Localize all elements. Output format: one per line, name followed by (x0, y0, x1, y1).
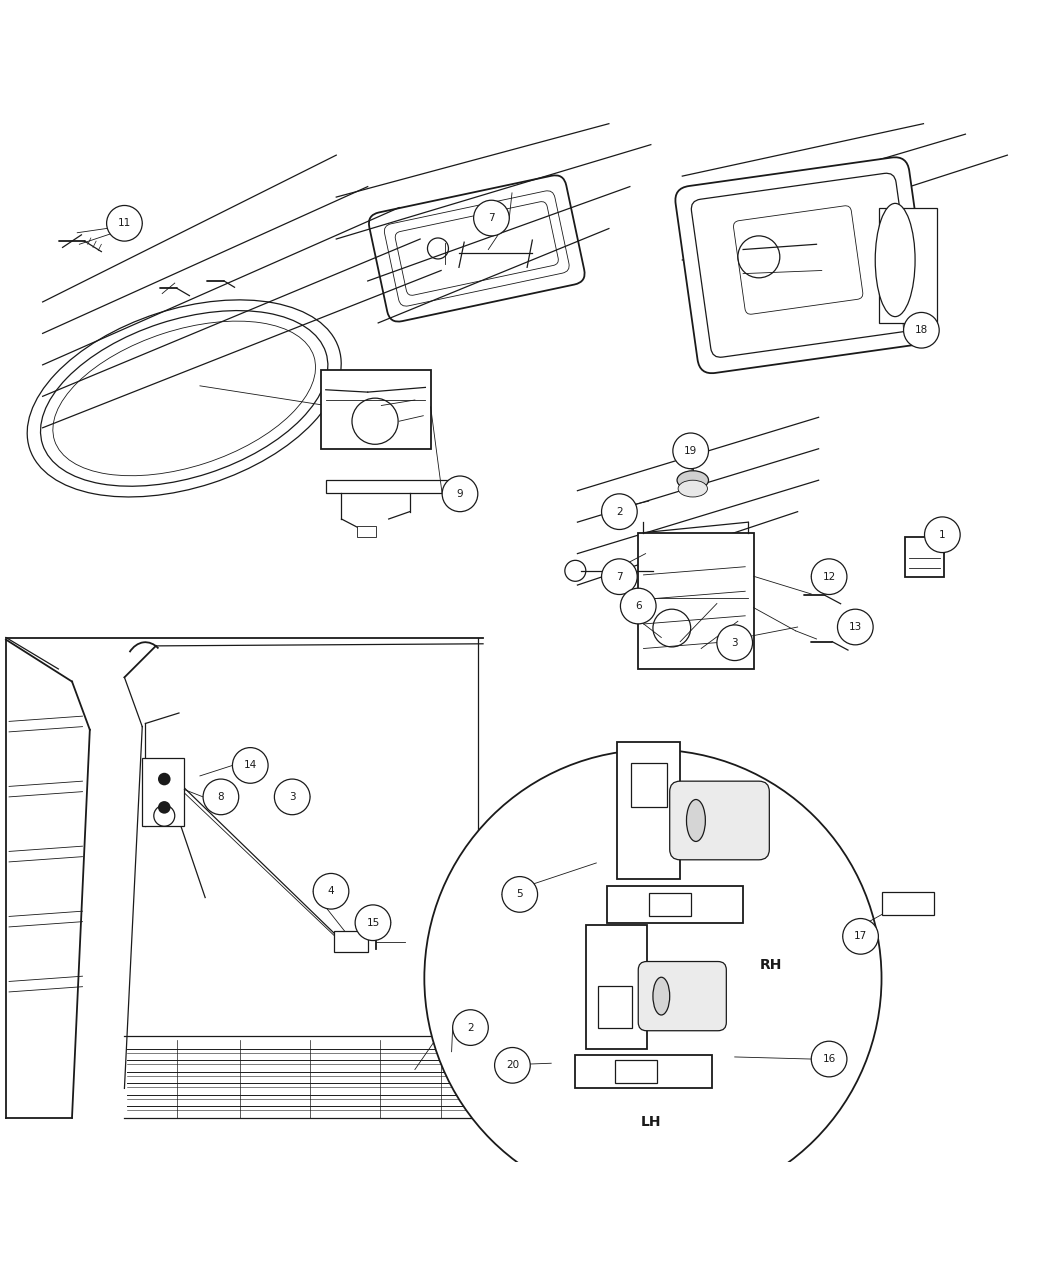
Circle shape (495, 1048, 530, 1084)
Text: 20: 20 (506, 1061, 519, 1070)
Circle shape (232, 747, 268, 783)
Circle shape (812, 558, 847, 594)
Circle shape (203, 779, 238, 815)
Text: 3: 3 (289, 792, 295, 802)
FancyBboxPatch shape (638, 961, 727, 1030)
Circle shape (313, 873, 349, 909)
Circle shape (442, 476, 478, 511)
Bar (615, 1060, 657, 1084)
Text: 11: 11 (118, 218, 131, 228)
Text: 5: 5 (517, 890, 523, 899)
Text: 18: 18 (915, 325, 928, 335)
Bar (320, 370, 430, 449)
Bar (882, 892, 933, 915)
Bar (326, 481, 455, 493)
Text: 13: 13 (848, 622, 862, 632)
Circle shape (502, 877, 538, 912)
Text: 19: 19 (684, 446, 697, 456)
Circle shape (158, 773, 170, 785)
Circle shape (812, 1042, 847, 1077)
Circle shape (274, 779, 310, 815)
Circle shape (924, 516, 960, 552)
Circle shape (843, 918, 879, 954)
Circle shape (355, 905, 391, 941)
Text: 3: 3 (732, 638, 738, 648)
Circle shape (107, 205, 142, 241)
Text: 7: 7 (488, 213, 495, 223)
Text: 2: 2 (467, 1023, 474, 1033)
Text: 8: 8 (217, 792, 225, 802)
Text: 14: 14 (244, 760, 257, 770)
FancyBboxPatch shape (670, 782, 770, 859)
Text: LH: LH (640, 1114, 662, 1128)
Text: RH: RH (760, 958, 782, 972)
Circle shape (453, 1010, 488, 1046)
Bar (142, 759, 184, 826)
Circle shape (673, 434, 709, 469)
Bar (607, 886, 743, 923)
Circle shape (621, 588, 656, 623)
Text: 16: 16 (822, 1054, 836, 1065)
Text: 9: 9 (457, 488, 463, 499)
FancyBboxPatch shape (675, 157, 931, 374)
Circle shape (158, 801, 170, 813)
Bar (357, 527, 376, 537)
Bar (575, 1054, 712, 1089)
Bar (638, 533, 754, 669)
Circle shape (838, 609, 874, 645)
Bar (617, 742, 680, 878)
Circle shape (602, 558, 637, 594)
Circle shape (474, 200, 509, 236)
Circle shape (717, 625, 753, 660)
Bar (905, 537, 944, 576)
Bar (880, 208, 937, 323)
Bar (334, 931, 367, 952)
Bar (586, 924, 647, 1048)
Text: 12: 12 (822, 571, 836, 581)
Text: 2: 2 (616, 506, 623, 516)
Text: 1: 1 (939, 529, 946, 539)
Text: 4: 4 (328, 886, 334, 896)
Circle shape (904, 312, 939, 348)
Bar (649, 894, 691, 917)
Circle shape (602, 493, 637, 529)
Ellipse shape (653, 977, 670, 1015)
Text: 7: 7 (616, 571, 623, 581)
Bar (631, 764, 667, 807)
Ellipse shape (678, 481, 708, 497)
Text: 6: 6 (635, 601, 642, 611)
Bar (598, 986, 632, 1028)
Circle shape (424, 750, 882, 1207)
Ellipse shape (687, 799, 706, 842)
Ellipse shape (876, 204, 916, 316)
Text: 17: 17 (854, 931, 867, 941)
Ellipse shape (677, 470, 709, 490)
Text: 15: 15 (366, 918, 380, 928)
